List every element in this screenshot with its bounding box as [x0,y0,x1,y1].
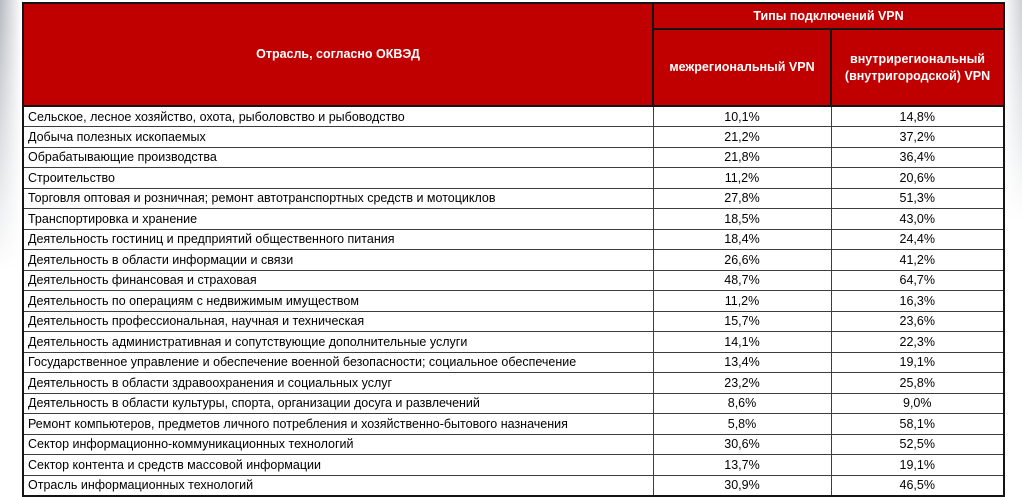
interregional-value-cell: 11,2% [652,167,832,189]
table-body: Сельское, лесное хозяйство, охота, рыбол… [22,105,1005,496]
intraregional-value-cell: 22,3% [830,331,1005,353]
industry-cell: Отрасль информационных технологий [22,474,654,496]
interregional-value-cell: 14,1% [652,331,832,353]
table-row: Отрасль информационных технологий 30,9% … [22,474,1005,496]
intraregional-value-cell: 23,6% [830,310,1005,332]
table-row: Сельское, лесное хозяйство, охота, рыбол… [22,105,1005,127]
table-row: Транспортировка и хранение 18,5% 43,0% [22,208,1005,230]
industry-cell: Добыча полезных ископаемых [22,126,654,148]
page-edge-shade-right [1003,0,1022,496]
table-row: Сектор контента и средств массовой инфор… [22,454,1005,476]
industry-cell: Деятельность в области информации и связ… [22,249,654,271]
table-row: Деятельность в области культуры, спорта,… [22,392,1005,414]
industry-cell: Деятельность финансовая и страховая [22,269,654,291]
industry-cell: Строительство [22,167,654,189]
interregional-value-cell: 18,4% [652,228,832,250]
table-header-row-top: Отрасль, согласно ОКВЭД Типы подключений… [22,2,1006,107]
intraregional-value-cell: 16,3% [830,290,1005,312]
table-header: Отрасль, согласно ОКВЭД Типы подключений… [22,2,1006,107]
interregional-value-cell: 8,6% [652,392,832,414]
intraregional-value-cell: 19,1% [830,454,1005,476]
industry-cell: Транспортировка и хранение [22,208,654,230]
intraregional-column-header: внутрирегиональный (внутригородской) VPN [829,28,1006,107]
industry-cell: Государственное управление и обеспечение… [22,351,654,373]
interregional-value-cell: 18,5% [652,208,832,230]
interregional-value-cell: 30,6% [652,433,832,455]
intraregional-value-cell: 20,6% [830,167,1005,189]
interregional-value-cell: 48,7% [652,269,832,291]
table-header-row-sub: межрегиональный VPN внутрирегиональный (… [23,28,1006,107]
table-row: Деятельность по операциям с недвижимым и… [22,290,1005,312]
industry-cell: Сектор контента и средств массовой инфор… [22,454,654,476]
table-row: Деятельность административная и сопутств… [22,331,1005,353]
intraregional-value-cell: 24,4% [830,228,1005,250]
table-row: Торговля оптовая и розничная; ремонт авт… [22,187,1005,209]
intraregional-value-cell: 36,4% [830,146,1005,168]
industry-cell: Сельское, лесное хозяйство, охота, рыбол… [22,105,654,127]
intraregional-value-cell: 52,5% [830,433,1005,455]
interregional-value-cell: 21,2% [652,126,832,148]
vpn-types-header: Типы подключений VPN [651,2,1006,30]
industry-cell: Деятельность административная и сопутств… [22,331,654,353]
industry-cell: Сектор информационно-коммуникационных те… [22,433,654,455]
table-row: Деятельность профессиональная, научная и… [22,310,1005,332]
intraregional-value-cell: 14,8% [830,105,1005,127]
interregional-value-cell: 11,2% [652,290,832,312]
vpn-connections-table: Отрасль, согласно ОКВЭД Типы подключений… [22,2,1006,497]
table-row: Ремонт компьютеров, предметов личного по… [22,413,1005,435]
intraregional-value-cell: 58,1% [830,413,1005,435]
table-row: Сектор информационно-коммуникационных те… [22,433,1005,455]
intraregional-value-cell: 19,1% [830,351,1005,373]
table-row: Строительство 11,2% 20,6% [22,167,1005,189]
intraregional-value-cell: 9,0% [830,392,1005,414]
interregional-value-cell: 15,7% [652,310,832,332]
intraregional-value-cell: 51,3% [830,187,1005,209]
intraregional-value-cell: 43,0% [830,208,1005,230]
interregional-value-cell: 30,9% [652,474,832,496]
industry-cell: Торговля оптовая и розничная; ремонт авт… [22,187,654,209]
page-edge-shade-left [0,0,22,496]
industry-cell: Деятельность в области культуры, спорта,… [22,392,654,414]
interregional-value-cell: 5,8% [652,413,832,435]
table-row: Деятельность в области здравоохранения и… [22,372,1005,394]
industry-cell: Деятельность по операциям с недвижимым и… [22,290,654,312]
table-row: Государственное управление и обеспечение… [22,351,1005,373]
industry-cell: Деятельность гостиниц и предприятий обще… [22,228,654,250]
table-row: Обрабатывающие производства 21,8% 36,4% [22,146,1005,168]
intraregional-value-cell: 46,5% [830,474,1005,496]
interregional-value-cell: 23,2% [652,372,832,394]
interregional-value-cell: 13,4% [652,351,832,373]
interregional-value-cell: 13,7% [652,454,832,476]
table-row: Деятельность гостиниц и предприятий обще… [22,228,1005,250]
industry-cell: Обрабатывающие производства [22,146,654,168]
industry-cell: Ремонт компьютеров, предметов личного по… [22,413,654,435]
interregional-value-cell: 10,1% [652,105,832,127]
intraregional-value-cell: 25,8% [830,372,1005,394]
intraregional-value-cell: 41,2% [830,249,1005,271]
table-row: Деятельность в области информации и связ… [22,249,1005,271]
intraregional-value-cell: 64,7% [830,269,1005,291]
industry-cell: Деятельность в области здравоохранения и… [22,372,654,394]
interregional-value-cell: 27,8% [652,187,832,209]
industry-column-header: Отрасль, согласно ОКВЭД [22,2,654,107]
industry-cell: Деятельность профессиональная, научная и… [22,310,654,332]
interregional-value-cell: 21,8% [652,146,832,168]
interregional-column-header: межрегиональный VPN [652,28,832,107]
interregional-value-cell: 26,6% [652,249,832,271]
intraregional-value-cell: 37,2% [830,126,1005,148]
table-row: Деятельность финансовая и страховая 48,7… [22,269,1005,291]
table-row: Добыча полезных ископаемых 21,2% 37,2% [22,126,1005,148]
